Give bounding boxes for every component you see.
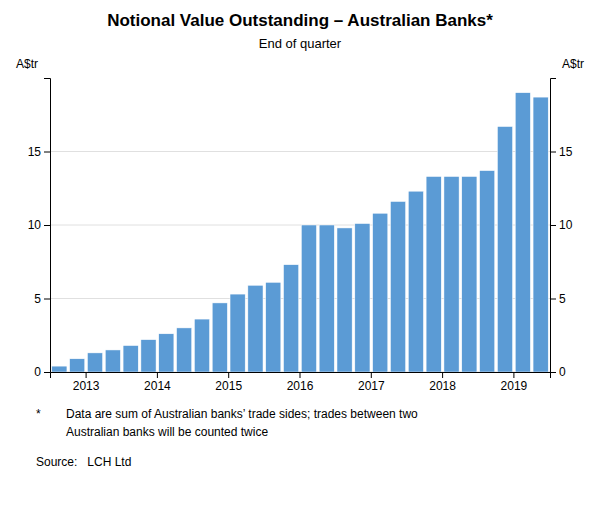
y-tick-label: 0 xyxy=(34,365,41,379)
x-tick-label: 2019 xyxy=(501,379,528,393)
x-tick: 2016 xyxy=(287,372,314,393)
bar xyxy=(159,334,174,372)
y2-tick-label: 0 xyxy=(559,365,566,379)
bar xyxy=(319,225,334,372)
footnote: Australian banks will be counted twice xyxy=(66,425,268,439)
bar xyxy=(515,93,530,372)
bar xyxy=(123,346,138,372)
x-tick-label: 2015 xyxy=(215,379,242,393)
y2-tick-label: 10 xyxy=(559,218,573,232)
x-tick-mark xyxy=(300,372,301,378)
x-tick: 2015 xyxy=(215,372,242,393)
bar xyxy=(194,319,209,372)
title: Notional Value Outstanding – Australian … xyxy=(107,11,493,30)
footnote: Data are sum of Australian banks’ trade … xyxy=(66,407,418,421)
y-tick-label: 15 xyxy=(28,145,42,159)
bar xyxy=(497,127,512,372)
subtitle: End of quarter xyxy=(259,36,342,51)
bar xyxy=(533,97,548,372)
x-tick: 2019 xyxy=(501,372,528,393)
x-tick: 2013 xyxy=(73,372,100,393)
y-tick: 5 xyxy=(34,292,50,306)
source: Source: LCH Ltd xyxy=(36,455,131,469)
y-tick-mark xyxy=(44,299,50,300)
x-tick: 2018 xyxy=(429,372,456,393)
bar xyxy=(266,282,281,372)
y2-tick-mark xyxy=(550,225,556,226)
x-tick-label: 2016 xyxy=(287,379,314,393)
y2-tick: 10 xyxy=(550,218,573,232)
bar xyxy=(355,224,370,372)
x-tick-label: 2014 xyxy=(144,379,171,393)
bar xyxy=(426,176,441,372)
bar xyxy=(87,353,102,372)
y2-tick: 15 xyxy=(550,145,573,159)
y2-tick-label: 15 xyxy=(559,145,573,159)
y-tick-mark xyxy=(44,152,50,153)
bar xyxy=(337,228,352,372)
x-tick-mark xyxy=(442,372,443,378)
y-axis: 0 5 10 15 xyxy=(28,79,51,380)
y-tick: 15 xyxy=(28,145,50,159)
y2-tick: 0 xyxy=(550,365,566,379)
bar xyxy=(105,350,120,372)
y2-axis-line xyxy=(551,79,557,373)
x-tick-label: 2017 xyxy=(358,379,385,393)
bar xyxy=(177,328,192,372)
bar xyxy=(480,171,495,372)
x-tick: 2014 xyxy=(144,372,171,393)
y-tick-mark xyxy=(44,225,50,226)
x-tick-mark xyxy=(157,372,158,378)
bar xyxy=(462,176,477,372)
bar xyxy=(408,191,423,372)
x-axis: 2013 2014 2015 2016 2017 2018 2019 xyxy=(51,372,551,393)
y-tick: 0 xyxy=(34,365,50,379)
bar xyxy=(301,225,316,372)
chart: 2013 2014 2015 2016 2017 2018 2019 0 5 10 15 0 5 10 15… xyxy=(0,0,600,524)
y-tick-mark xyxy=(44,372,50,373)
bar xyxy=(284,265,299,372)
y2-tick-mark xyxy=(550,152,556,153)
y2-tick: 5 xyxy=(550,292,566,306)
bar xyxy=(141,340,156,372)
y-axis-label: A$tr xyxy=(16,57,38,71)
x-tick-label: 2013 xyxy=(73,379,100,393)
bar xyxy=(390,201,405,372)
grid-line xyxy=(50,151,550,152)
y2-tick-mark xyxy=(550,372,556,373)
y2-tick-mark xyxy=(550,299,556,300)
y2-tick-label: 5 xyxy=(559,292,566,306)
y2-axis-label: A$tr xyxy=(562,57,584,71)
plot-area xyxy=(52,93,548,372)
bar xyxy=(373,213,388,372)
grid xyxy=(50,152,550,373)
y-tick: 10 xyxy=(28,218,50,232)
bar xyxy=(444,176,459,372)
bar xyxy=(52,366,67,372)
x-tick: 2017 xyxy=(358,372,385,393)
x-tick-mark xyxy=(228,372,229,378)
x-tick-mark xyxy=(86,372,87,378)
x-axis-line xyxy=(51,373,551,379)
bar xyxy=(230,294,245,372)
x-tick-mark xyxy=(513,372,514,378)
y-axis-line xyxy=(44,79,51,373)
y-tick-label: 10 xyxy=(28,218,42,232)
y2-axis: 0 5 10 15 xyxy=(550,79,573,380)
footnote-marker: * xyxy=(36,407,41,421)
y-tick-label: 5 xyxy=(34,292,41,306)
x-tick-label: 2018 xyxy=(429,379,456,393)
bar xyxy=(212,303,227,372)
bar xyxy=(248,285,263,372)
bar xyxy=(70,359,85,372)
x-tick-mark xyxy=(371,372,372,378)
